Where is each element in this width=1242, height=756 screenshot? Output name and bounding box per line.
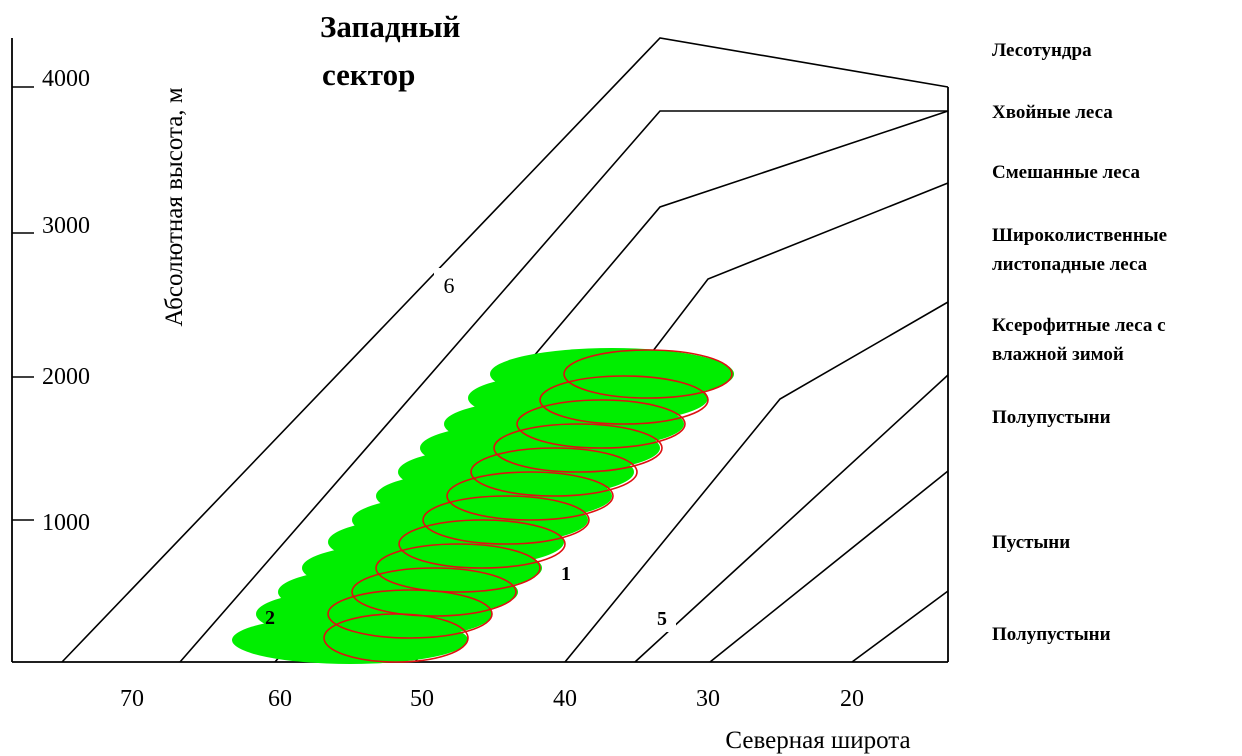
red-ellipse	[470, 447, 638, 497]
marker-1: 1	[561, 563, 571, 585]
title-line-2: сектор	[322, 57, 415, 92]
zone-label-broadleaf-line-1: Широколиственные	[992, 225, 1167, 246]
red-ellipse	[539, 375, 709, 425]
green-ellipse	[232, 616, 468, 664]
red-ellipse	[516, 399, 686, 449]
boundary-line-semidesert-south	[851, 590, 949, 663]
zone-label-mixed: Смешанные леса	[992, 162, 1141, 183]
x-axis-label: Северная широта	[725, 727, 910, 754]
red-ellipse	[493, 423, 663, 473]
marker-6-background	[434, 268, 464, 302]
y-axis-label: Абсолютная высота, м	[161, 87, 188, 326]
y-tick-label-4000: 4000	[42, 66, 90, 92]
x-tick-label-30: 30	[696, 686, 720, 712]
zone-label-desert: Пустыни	[992, 532, 1070, 553]
boundary-line-semidesert	[634, 374, 949, 663]
marker-5-background	[644, 602, 676, 632]
red-ellipse	[422, 495, 590, 545]
x-tick-label-60: 60	[268, 686, 292, 712]
x-tick-label-40: 40	[553, 686, 577, 712]
boundary-line-desert	[709, 470, 949, 663]
zone-label-semidesert: Полупустыни	[992, 407, 1111, 428]
x-ticks: 70 60 50 40 30 20	[120, 686, 864, 712]
y-tick-label-3000: 3000	[42, 213, 90, 239]
zone-labels: Лесотундра Хвойные леса Смешанные леса Ш…	[992, 40, 1167, 645]
marker-5: 5	[657, 608, 667, 630]
red-ellipse	[327, 589, 493, 639]
x-tick-label-20: 20	[840, 686, 864, 712]
boundary-line-xerophytic	[564, 301, 949, 663]
zone-label-broadleaf-line-2: листопадные леса	[992, 254, 1148, 275]
zone-label-xerophytic-line-1: Ксерофитные леса с	[992, 315, 1166, 336]
red-ellipse	[323, 613, 469, 663]
zone-label-xerophytic-line-2: влажной зимой	[992, 344, 1124, 365]
x-tick-label-70: 70	[120, 686, 144, 712]
y-ticks: 4000 3000 2000 1000	[12, 66, 90, 536]
red-ellipse	[398, 519, 566, 569]
y-tick-label-1000: 1000	[42, 510, 90, 536]
title-line-1: Западный	[320, 9, 461, 44]
red-ellipse	[375, 543, 541, 593]
zone-label-lesotundra: Лесотундра	[992, 40, 1092, 61]
boundary-line-lesotundra	[61, 37, 949, 663]
zone-label-semidesert-south: Полупустыни	[992, 624, 1111, 645]
red-ellipse	[446, 471, 614, 521]
marker-6: 6	[444, 273, 455, 298]
y-tick-label-2000: 2000	[42, 364, 90, 390]
boundary-line-conifer	[179, 110, 948, 663]
zone-label-conifer: Хвойные леса	[992, 102, 1113, 123]
red-ellipse	[351, 567, 517, 617]
red-ellipse	[563, 349, 733, 399]
x-tick-label-50: 50	[410, 686, 434, 712]
red-ellipse-band	[323, 349, 733, 663]
marker-2: 2	[265, 607, 275, 629]
